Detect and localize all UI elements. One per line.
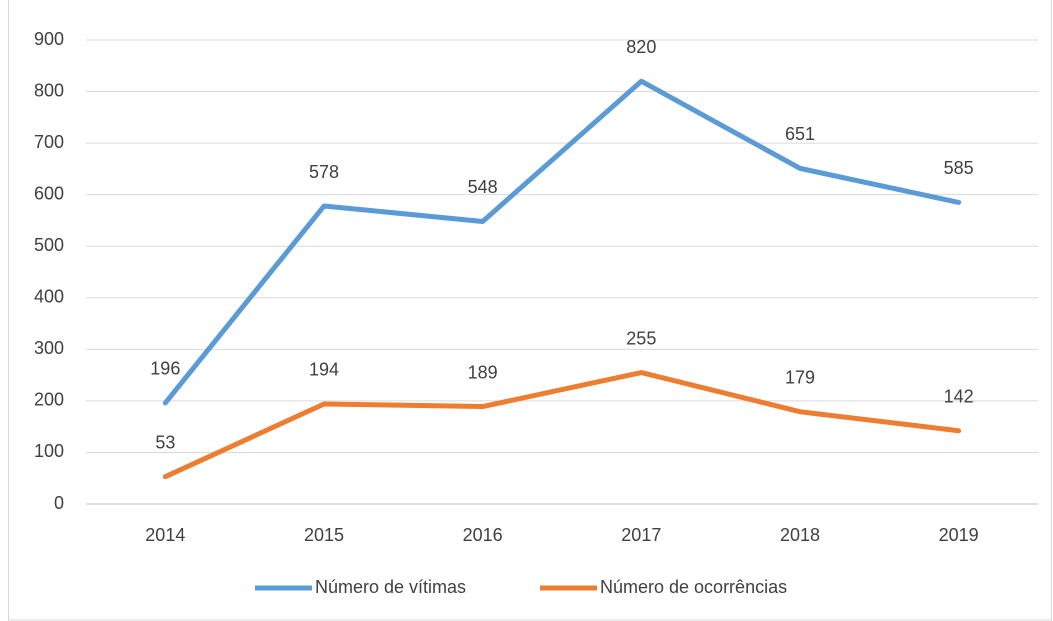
y-tick-label: 400 bbox=[34, 287, 64, 307]
y-tick-label: 900 bbox=[34, 29, 64, 49]
data-label: 255 bbox=[626, 328, 656, 348]
data-label: 585 bbox=[944, 158, 974, 178]
x-tick-label: 2018 bbox=[780, 525, 820, 545]
data-label: 189 bbox=[468, 362, 498, 382]
data-label: 179 bbox=[785, 367, 815, 387]
y-tick-label: 0 bbox=[54, 493, 64, 513]
legend-label: Número de vítimas bbox=[315, 577, 466, 597]
y-tick-label: 300 bbox=[34, 338, 64, 358]
data-label: 196 bbox=[150, 359, 180, 379]
x-tick-label: 2014 bbox=[145, 525, 185, 545]
chart-frame bbox=[8, 0, 1052, 621]
y-tick-label: 700 bbox=[34, 132, 64, 152]
series-line bbox=[162, 370, 962, 480]
data-label: 194 bbox=[309, 360, 339, 380]
y-tick-label: 500 bbox=[34, 235, 64, 255]
y-tick-label: 200 bbox=[34, 390, 64, 410]
data-label: 548 bbox=[468, 177, 498, 197]
y-tick-label: 600 bbox=[34, 183, 64, 203]
data-label: 142 bbox=[944, 387, 974, 407]
data-label: 578 bbox=[309, 162, 339, 182]
y-tick-label: 100 bbox=[34, 441, 64, 461]
x-tick-label: 2019 bbox=[939, 525, 979, 545]
x-tick-label: 2016 bbox=[463, 525, 503, 545]
series-line bbox=[162, 78, 962, 406]
data-label: 53 bbox=[155, 432, 175, 452]
data-label: 651 bbox=[785, 124, 815, 144]
legend-label: Número de ocorrências bbox=[600, 577, 787, 597]
x-tick-label: 2017 bbox=[621, 525, 661, 545]
y-tick-label: 800 bbox=[34, 80, 64, 100]
data-label: 820 bbox=[626, 37, 656, 57]
x-tick-label: 2015 bbox=[304, 525, 344, 545]
